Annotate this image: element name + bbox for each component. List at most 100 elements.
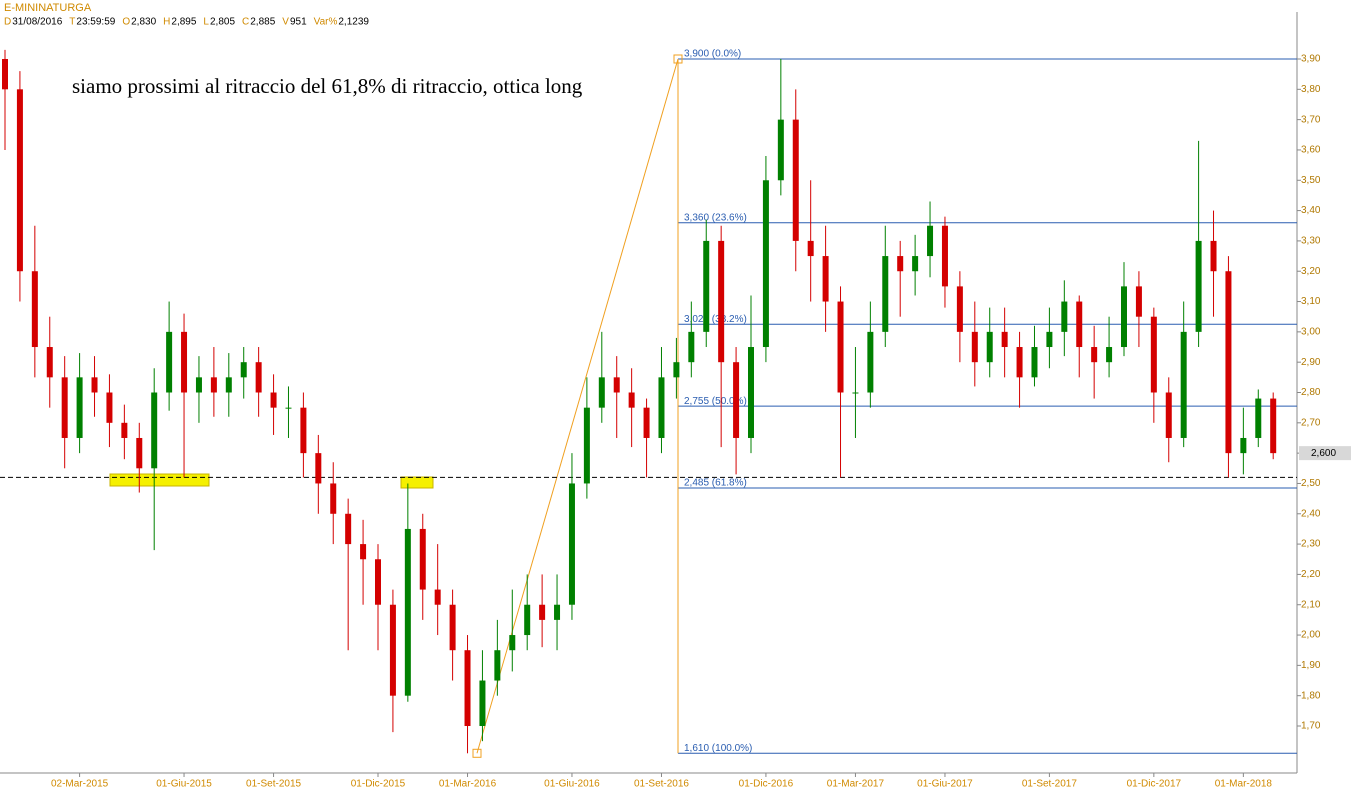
y-tick-label: 3,30 [1301,236,1321,247]
candle-body [554,604,561,620]
y-tick-label: 3,70 [1301,114,1321,125]
candle-body [628,392,635,408]
candle-body [971,331,978,363]
candle-body [419,528,426,590]
y-tick-label: 3,80 [1301,84,1321,95]
annotation: siamo prossimi al ritraccio del 61,8% di… [72,74,583,98]
field-key: H [163,17,170,28]
candle-body [151,392,158,469]
field-key: D [4,17,11,28]
candle-body [1225,271,1232,454]
candle-body [509,635,516,651]
field-value: 2,895 [171,17,196,28]
candle-body [583,407,590,484]
candle-body [927,225,934,257]
y-tick-label: 2,80 [1301,387,1321,398]
last-price-box [1299,446,1351,461]
fib-label: 3,025 (38.2%) [684,314,747,325]
y-tick-label: 2,90 [1301,357,1321,368]
fib-handle [472,748,482,758]
y-tick-label: 3,50 [1301,175,1321,186]
field-value: 2,830 [131,17,156,28]
candle-body [688,331,695,363]
candle-body [792,119,799,241]
candle-body [434,589,441,605]
y-tick-label: 3,20 [1301,266,1321,277]
candle-body [195,377,202,393]
y-tick-label: 2,40 [1301,508,1321,519]
candle-body [1165,392,1172,438]
candle-body [1106,347,1113,363]
x-tick-label: 02-Mar-2015 [51,779,109,790]
candle-body [16,89,23,272]
x-tick-label: 01-Giu-2016 [544,779,600,790]
candle-body [404,528,411,696]
candle-body [524,604,531,636]
candle-body [1121,286,1127,348]
candle-body [867,331,874,393]
candle-body [61,377,68,438]
candle-body [360,544,367,560]
candle-body [136,437,143,469]
fib-trend [476,58,679,754]
candle-body [748,347,754,438]
candle-body [1240,437,1247,454]
last-price-label: 2,600 [1311,448,1336,459]
candle-body [479,680,486,727]
candle-body [1270,398,1277,454]
y-tick-label: 2,10 [1301,599,1321,610]
field-key: O [122,17,130,28]
candle-body [76,377,83,438]
candle-body [539,604,546,620]
fib-label: 3,360 (23.6%) [684,212,747,223]
candle-body [568,483,575,605]
x-tick-label: 01-Dic-2015 [351,779,406,790]
candle-body [598,377,605,408]
candle-body [882,256,889,332]
candle-body [300,407,307,454]
fib-handle [673,54,683,64]
y-tick-label: 3,40 [1301,205,1321,216]
field-value: 31/08/2016 [12,17,62,28]
candle-body [375,559,381,605]
y-tick-label: 1,90 [1301,660,1321,671]
candle-body [807,240,814,257]
candle-body [643,407,650,438]
candle-body [613,377,620,393]
fib-label: 1,610 (100.0%) [684,743,752,754]
candle-body [733,362,740,438]
candle-body [1210,240,1217,272]
candle-body [956,286,963,332]
candle-body [2,58,8,90]
candle-body [494,650,501,681]
candle-body [1135,286,1142,317]
candle-body [718,240,725,363]
candle-body [1255,398,1262,438]
y-tick-label: 2,50 [1301,478,1321,489]
candle-body [181,331,188,393]
chart-title: E-MININATURGA [4,2,92,14]
y-tick-label: 3,90 [1301,54,1321,65]
candle-body [703,240,710,332]
candle-body [91,377,98,393]
candle-body [121,422,128,438]
candle-body [315,453,322,484]
candle-body [270,392,277,408]
fib-label: 2,755 (50.0%) [684,396,747,407]
field-value: 23:59:59 [76,17,115,28]
field-value: 2,885 [250,17,275,28]
candle-body [852,392,859,394]
x-tick-label: 01-Mar-2016 [439,779,497,790]
candle-body [1180,331,1187,438]
candle-body [822,256,829,302]
candle-body [1001,331,1008,348]
field-key: T [69,17,75,28]
candle-body [897,256,904,272]
candle-body [106,392,113,423]
y-tick-label: 2,00 [1301,630,1321,641]
candle-body [389,604,396,696]
x-tick-label: 01-Giu-2017 [917,779,973,790]
candle-body [330,483,337,514]
candle-body [345,513,352,545]
